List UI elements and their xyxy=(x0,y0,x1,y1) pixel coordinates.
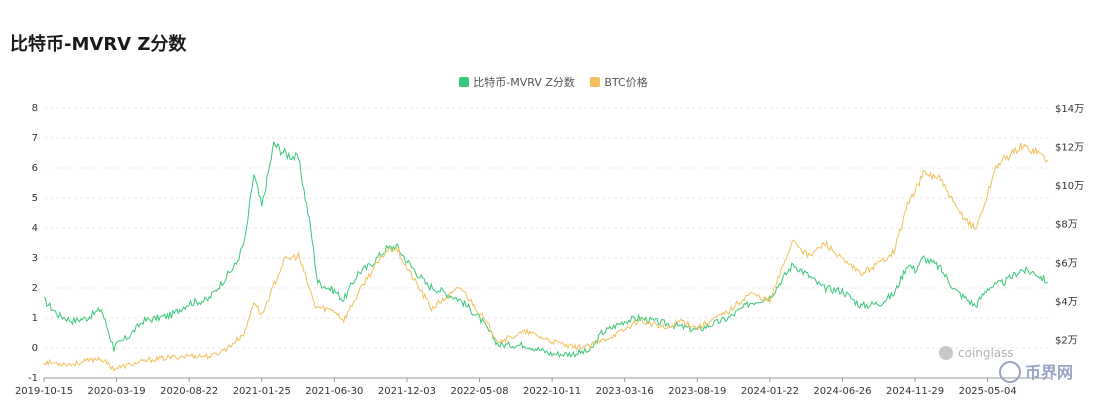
x-tick-label: 2021-01-25 xyxy=(233,386,291,397)
legend-label-btc-price: BTC价格 xyxy=(604,76,648,89)
y-left-tick-label: 7 xyxy=(32,133,38,144)
legend: 比特币-MVRV Z分数 BTC价格 xyxy=(0,74,1107,90)
legend-item-mvrv[interactable]: 比特币-MVRV Z分数 xyxy=(459,74,575,90)
y-left-tick-label: 4 xyxy=(32,223,38,234)
x-axis: 2019-10-15 2020-03-19 2020-08-22 2021-01-25… xyxy=(15,377,1050,397)
site-logo-icon xyxy=(999,361,1021,383)
y-right-tick-label: $12万 xyxy=(1055,143,1084,154)
y-left-tick-label: -1 xyxy=(28,373,38,384)
chart-title: 比特币-MVRV Z分数 xyxy=(10,34,187,55)
series-line-mvrv[interactable] xyxy=(43,141,1049,359)
y-axis-left: 8 7 6 5 4 3 2 1 0 -1 xyxy=(28,103,38,384)
y-right-tick-label: $8万 xyxy=(1055,220,1078,231)
watermark-site: 币界网 xyxy=(1025,363,1073,382)
y-left-tick-label: 1 xyxy=(32,313,38,324)
y-left-tick-label: 6 xyxy=(32,163,38,174)
x-tick-label: 2023-03-16 xyxy=(596,386,654,397)
x-tick-label: 2022-10-11 xyxy=(523,386,581,397)
y-right-tick-label: $10万 xyxy=(1055,181,1084,192)
x-tick-label: 2021-06-30 xyxy=(305,386,363,397)
x-tick-label: 2024-06-26 xyxy=(813,386,871,397)
legend-label-mvrv: 比特币-MVRV Z分数 xyxy=(473,76,575,89)
x-tick-label: 2020-03-19 xyxy=(88,386,146,397)
y-right-tick-label: $6万 xyxy=(1055,258,1078,269)
y-left-tick-label: 3 xyxy=(32,253,38,264)
x-tick-label: 2020-08-22 xyxy=(160,386,218,397)
y-left-tick-label: 0 xyxy=(32,343,38,354)
x-tick-label: 2021-12-03 xyxy=(378,386,436,397)
x-tick-label: 2019-10-15 xyxy=(15,386,73,397)
x-tick-label: 2024-01-22 xyxy=(741,386,799,397)
y-axis-right: $14万 $12万 $10万 $8万 $6万 $4万 $2万 xyxy=(1055,104,1084,346)
y-right-tick-label: $4万 xyxy=(1055,297,1078,308)
y-left-tick-label: 5 xyxy=(32,193,38,204)
coinglass-logo-icon xyxy=(939,346,953,360)
watermark-coinglass: coinglass xyxy=(958,346,1014,360)
legend-swatch-btc-price xyxy=(590,77,601,87)
legend-swatch-mvrv xyxy=(459,77,470,87)
series-line-btc-price[interactable] xyxy=(43,142,1049,372)
y-right-tick-label: $14万 xyxy=(1055,104,1084,115)
y-left-tick-label: 8 xyxy=(32,103,38,114)
x-tick-label: 2023-08-19 xyxy=(668,386,726,397)
watermark: coinglass 币界网 xyxy=(939,346,1073,383)
series-group xyxy=(43,141,1049,372)
y-right-tick-label: $2万 xyxy=(1055,335,1078,346)
x-tick-label: 2024-11-29 xyxy=(886,386,944,397)
x-tick-label: 2025-05-04 xyxy=(959,386,1017,397)
y-left-tick-label: 2 xyxy=(32,283,38,294)
x-tick-label: 2022-05-08 xyxy=(450,386,508,397)
gridlines xyxy=(44,107,1050,379)
legend-item-btc-price[interactable]: BTC价格 xyxy=(590,74,648,90)
